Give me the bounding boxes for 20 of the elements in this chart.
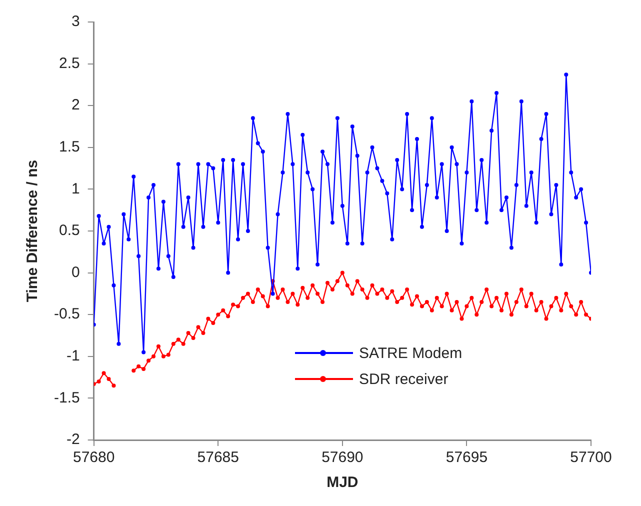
y-tick-label: 2 [72,96,80,114]
y-tick-label: -1 [66,348,80,365]
x-tick-label: 57680 [72,449,115,466]
legend-label: SATRE Modem [359,344,462,362]
x-tick-label: 57690 [322,449,364,466]
legend-label: SDR receiver [359,370,448,388]
y-tick-label: 0 [72,264,80,281]
y-tick-label: -1.5 [54,389,80,406]
x-axis-title: MJD [326,474,358,492]
y-tick-label: 0.5 [58,222,80,240]
y-axis-title: Time Difference / ns [24,160,42,302]
x-tick-label: 57700 [570,449,612,466]
y-tick-label: 1.5 [58,138,80,156]
x-tick-label: 57695 [446,449,488,466]
y-tick-label: -0.5 [54,306,80,323]
y-tick-label: 3 [72,13,80,30]
x-tick-label: 57685 [197,449,239,466]
y-tick-label: -2 [66,431,80,448]
y-tick-label: 2.5 [58,54,80,72]
y-tick-label: 1 [72,180,80,198]
